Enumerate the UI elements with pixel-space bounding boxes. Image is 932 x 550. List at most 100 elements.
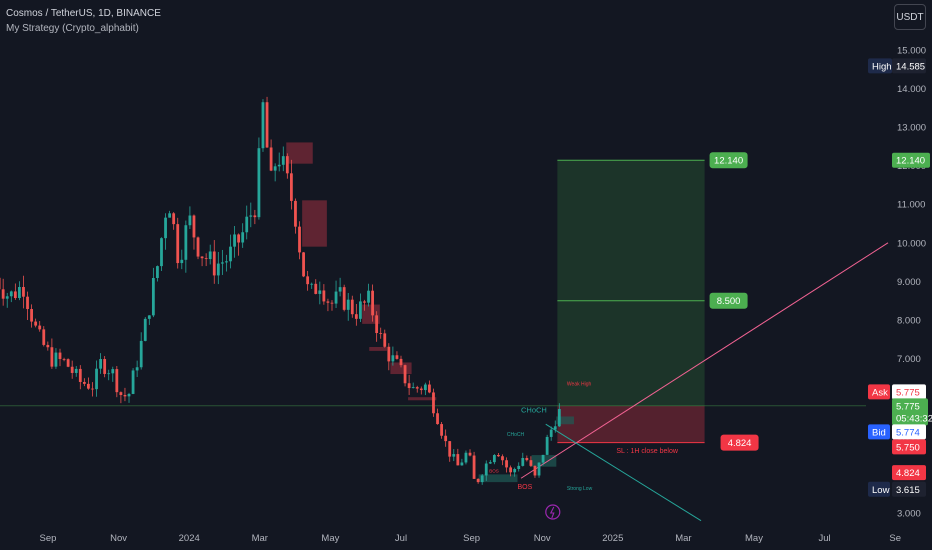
candle-body bbox=[395, 355, 399, 359]
x-tick-label: May bbox=[321, 533, 339, 544]
candle-body bbox=[277, 164, 281, 167]
candle-body bbox=[184, 225, 188, 260]
y-tick-label: 10.000 bbox=[897, 238, 926, 249]
candle-body bbox=[160, 238, 163, 267]
candle-body bbox=[379, 333, 383, 334]
x-tick-label: Nov bbox=[110, 533, 127, 544]
supply-block bbox=[408, 397, 437, 401]
candle-body bbox=[139, 340, 143, 368]
candle-body bbox=[302, 252, 305, 277]
high-tag: High bbox=[868, 58, 892, 74]
x-tick-label: Jul bbox=[819, 533, 831, 544]
candle-body bbox=[342, 287, 346, 310]
candle-body bbox=[1, 289, 5, 299]
candle-body bbox=[0, 277, 1, 290]
bid-value-tag-text: 5.774 bbox=[896, 427, 920, 438]
candle-body bbox=[70, 366, 74, 373]
candle-body bbox=[289, 173, 293, 201]
candle-body bbox=[233, 234, 236, 247]
candle-body bbox=[143, 318, 147, 341]
candle-body bbox=[456, 454, 460, 466]
demand-block bbox=[556, 416, 574, 425]
candle-body bbox=[330, 302, 334, 304]
candle-body bbox=[488, 462, 492, 464]
candle-body bbox=[204, 258, 208, 260]
x-tick-label: 2024 bbox=[179, 533, 200, 544]
candle-body bbox=[476, 478, 480, 483]
candle-body bbox=[18, 287, 21, 299]
candle-body bbox=[229, 246, 232, 262]
y-tick-label: 15.000 bbox=[897, 45, 926, 56]
demand-block bbox=[478, 474, 518, 483]
ask-tag: Ask bbox=[868, 384, 890, 400]
candle-body bbox=[82, 381, 86, 384]
candle-body bbox=[367, 290, 370, 303]
candle-body bbox=[423, 384, 427, 391]
ask-tag-text: Ask bbox=[872, 387, 888, 398]
supply-block bbox=[369, 347, 387, 351]
candle-body bbox=[281, 156, 285, 165]
bid-value-tag-bg bbox=[892, 424, 926, 440]
y-tick-label: 13.000 bbox=[897, 123, 926, 134]
candle-body bbox=[480, 475, 484, 483]
tp2-tag: 12.140 bbox=[709, 152, 748, 169]
candle-body bbox=[99, 359, 102, 369]
candle-body bbox=[419, 388, 423, 391]
bos-label: BOS bbox=[517, 484, 532, 491]
candle-body bbox=[298, 226, 301, 253]
candle-body bbox=[521, 457, 525, 466]
candle-body bbox=[200, 256, 204, 259]
candle-body bbox=[525, 457, 529, 461]
candle-body bbox=[249, 215, 253, 217]
supply-block bbox=[390, 362, 412, 375]
countdown-tag: 05:43:32 bbox=[892, 410, 932, 426]
candle-body bbox=[428, 384, 431, 393]
ask-value-tag-text: 5.775 bbox=[896, 387, 920, 398]
high-tag-text: High bbox=[872, 61, 892, 72]
symbol-title: Cosmos / TetherUS, 1D, BINANCE bbox=[6, 8, 161, 19]
high-value-tag: 14.585 bbox=[892, 58, 926, 74]
candle-body bbox=[440, 424, 443, 436]
stop-loss-zone bbox=[557, 405, 705, 443]
candle-body bbox=[492, 455, 496, 463]
candle-body bbox=[533, 465, 537, 476]
candle-body bbox=[359, 301, 362, 319]
low-tag-text: Low bbox=[872, 485, 890, 496]
candle-body bbox=[403, 365, 407, 384]
candle-body bbox=[322, 290, 326, 302]
candle-body bbox=[541, 454, 545, 463]
x-tick-label: Mar bbox=[252, 533, 268, 544]
candle-body bbox=[411, 387, 415, 389]
tp-axis-tag-bg bbox=[892, 152, 930, 168]
bid-tag-bg bbox=[868, 424, 890, 440]
strategy-name[interactable]: My Strategy (Crypto_alphabit) bbox=[6, 23, 139, 34]
candle-body bbox=[196, 237, 200, 257]
candle-body bbox=[22, 287, 25, 297]
supply-block bbox=[302, 200, 327, 247]
candle-body bbox=[513, 469, 517, 473]
candle-body bbox=[354, 314, 358, 319]
stop-value-tag-bg bbox=[892, 465, 926, 481]
candle-body bbox=[501, 456, 504, 461]
y-tick-label: 11.000 bbox=[897, 200, 925, 211]
candle-body bbox=[387, 346, 391, 362]
countdown-tag-bg bbox=[892, 410, 928, 426]
currency-button[interactable]: USDT bbox=[894, 4, 926, 30]
candle-body bbox=[375, 315, 379, 334]
candle-body bbox=[346, 299, 350, 310]
candle-body bbox=[310, 283, 314, 285]
high-value-tag-text: 14.585 bbox=[896, 61, 925, 72]
candle-body bbox=[62, 358, 66, 360]
low-value-tag: 3.615 bbox=[892, 481, 926, 497]
candle-body bbox=[509, 467, 513, 473]
candle-body bbox=[127, 393, 131, 397]
trendline-down bbox=[545, 423, 702, 522]
ask-value-tag: 5.775 bbox=[892, 384, 926, 400]
candle-body bbox=[241, 232, 245, 243]
trendline-up bbox=[520, 242, 889, 479]
y-tick-label: 3.000 bbox=[897, 509, 921, 520]
candle-body bbox=[107, 373, 111, 375]
candle-body bbox=[119, 392, 123, 396]
candle-body bbox=[147, 315, 151, 319]
